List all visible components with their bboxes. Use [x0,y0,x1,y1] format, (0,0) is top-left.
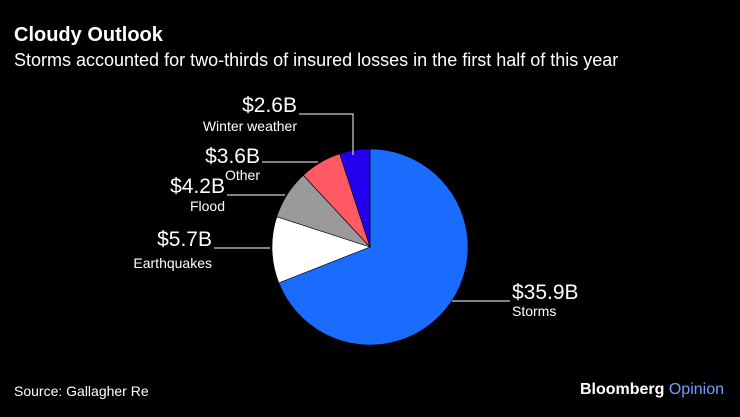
leader-line-winter-weather [299,113,354,155]
chart-title: Cloudy Outlook [14,24,163,46]
value-label-other: $3.6B [205,145,260,168]
value-label-flood: $4.2B [170,175,225,198]
brand-main: Bloomberg [579,381,665,398]
pie-slices [271,148,469,346]
category-label-other: Other [225,167,260,183]
pie-slice-storms [278,148,469,346]
value-label-winter-weather: $2.6B [242,94,297,117]
chart-subtitle: Storms accounted for two-thirds of insur… [14,50,619,70]
category-label-storms: Storms [512,303,556,319]
brand-logo: Bloomberg Opinion [580,380,724,400]
value-label-storms: $35.9B [512,281,579,304]
category-label-winter-weather: Winter weather [203,118,297,134]
source-note: Source: Gallagher Re [14,383,149,399]
category-label-flood: Flood [190,198,225,214]
category-label-earthquakes: Earthquakes [133,255,212,271]
pie-slice-winter-weather [339,148,371,248]
value-label-earthquakes: $5.7B [157,228,212,251]
pie-slice-earthquakes [271,216,371,284]
brand-accent: Opinion [668,381,724,398]
leader-lines [214,113,510,302]
